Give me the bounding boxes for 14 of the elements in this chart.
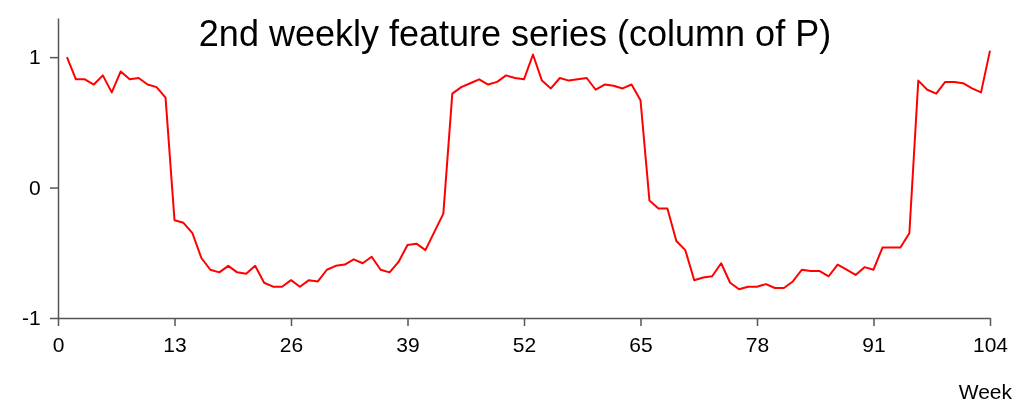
- chart-title: 2nd weekly feature series (column of P): [198, 13, 832, 54]
- x-tick-label: 65: [629, 333, 653, 357]
- x-tick-label: 91: [862, 333, 886, 357]
- x-tick-label: 39: [396, 333, 420, 357]
- x-tick-label: 104: [972, 333, 1009, 357]
- x-axis-title: Week: [958, 380, 1013, 403]
- x-tick-label: 78: [745, 333, 770, 357]
- y-tick-label: 1: [29, 45, 41, 69]
- x-tick-label: 13: [163, 333, 187, 357]
- y-tick-label: 0: [29, 175, 41, 199]
- x-tick-label: 0: [52, 333, 65, 357]
- x-tick-label: 52: [512, 333, 537, 357]
- x-tick-label: 26: [279, 333, 304, 357]
- y-tick-label: -1: [22, 306, 41, 330]
